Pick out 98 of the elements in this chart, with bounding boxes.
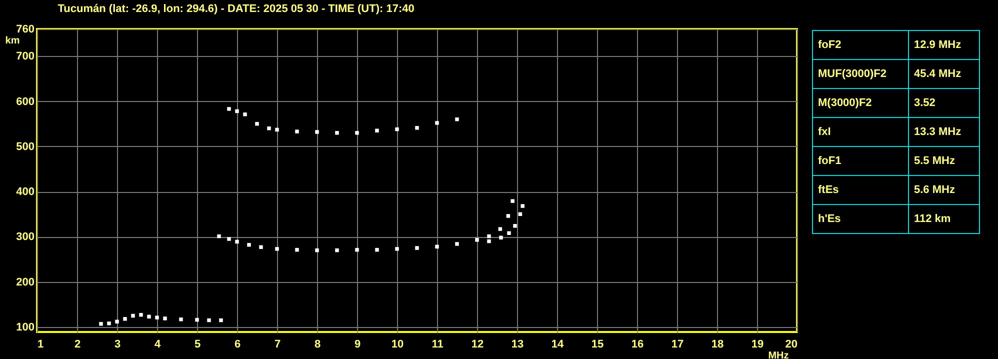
point: [455, 117, 459, 122]
category-label: M(3000)F2: [812, 88, 908, 118]
text: 12.9 MHz: [914, 39, 962, 51]
category-label: fxI: [812, 118, 908, 146]
point: [195, 318, 199, 322]
point: [395, 247, 399, 251]
x-tick-label: 12: [471, 338, 484, 350]
y-tick-label: 700: [16, 50, 34, 63]
point: [315, 130, 319, 134]
point: [335, 130, 339, 135]
x-axis-title: MHz: [768, 350, 789, 359]
x-tick-label: 18: [711, 338, 724, 350]
point: [499, 236, 503, 240]
x-tick-label: 8: [314, 338, 321, 350]
point: [275, 128, 279, 132]
point: [335, 248, 339, 252]
x-tick-label: 13: [511, 338, 524, 350]
point: [255, 122, 259, 126]
text: 13.3 MHz: [914, 126, 962, 138]
category-label: ftEs: [812, 176, 908, 204]
point: [315, 248, 319, 252]
y-tick-label: 300: [16, 231, 34, 244]
point: [267, 126, 271, 130]
point: [375, 128, 379, 132]
point: [355, 130, 359, 135]
point: [435, 121, 439, 125]
x-tick-label: 19: [751, 338, 764, 350]
chart-title: Tucumán (lat: -26.9, lon: 294.6) - DATE: 2025 05 30 - TIME (UT): 17:40: [58, 3, 414, 15]
point: [513, 224, 517, 228]
x-tick-label: 17: [671, 338, 684, 350]
x-tick-label: 9: [354, 338, 361, 350]
y-tick-label: 760: [16, 24, 34, 36]
x-tick-label: 4: [154, 338, 162, 350]
point: [235, 109, 239, 114]
category-label: h'Es: [812, 204, 908, 234]
x-tick-label: 7: [274, 338, 281, 350]
point: [487, 234, 491, 238]
x-tick-label: 16: [631, 338, 644, 350]
point: [115, 320, 119, 324]
point: [235, 240, 239, 244]
point: [179, 317, 183, 322]
category-label: MUF(3000)F2: [812, 60, 908, 88]
point: [507, 231, 511, 235]
category-label: foF1: [812, 146, 908, 176]
point: [147, 314, 151, 319]
point: [375, 248, 379, 252]
point: [415, 126, 419, 130]
point: [355, 248, 359, 252]
y-tick-label: 400: [16, 186, 34, 198]
text: 5.5 MHz: [914, 155, 955, 167]
point: [243, 112, 247, 116]
point: [295, 130, 299, 134]
point: [455, 242, 459, 246]
x-tick-label: 3: [114, 338, 121, 350]
point: [155, 316, 159, 320]
text: 3.52: [914, 97, 936, 109]
point: [275, 247, 279, 251]
point: [487, 239, 491, 244]
point: [498, 227, 502, 231]
point: [247, 242, 251, 247]
point: [131, 314, 135, 318]
point: [259, 245, 263, 249]
point: [415, 246, 419, 250]
x-tick-label: 20: [785, 338, 798, 350]
point: [506, 214, 510, 218]
text: 5.6 MHz: [914, 184, 955, 196]
y-tick-label: 500: [16, 140, 34, 153]
x-tick-label: 10: [391, 338, 404, 350]
point: [227, 107, 231, 111]
point: [435, 244, 439, 249]
point: [510, 199, 514, 203]
x-tick-label: 6: [234, 338, 241, 350]
x-tick-label: 11: [432, 338, 444, 350]
y-tick-label: 600: [16, 96, 34, 108]
y-tick-label: 200: [16, 276, 34, 288]
y-tick-label: 100: [16, 322, 34, 334]
point: [207, 318, 211, 322]
point: [217, 234, 221, 238]
y-axis-title: km: [5, 36, 20, 46]
x-tick-label: 1: [38, 338, 44, 350]
category-label: foF2: [812, 30, 908, 60]
x-tick-label: 5: [194, 338, 201, 350]
point: [107, 322, 111, 326]
point: [520, 204, 524, 208]
x-tick-label: 15: [591, 338, 604, 350]
point: [99, 322, 103, 326]
point: [395, 127, 399, 132]
point: [139, 312, 143, 317]
point: [163, 316, 167, 320]
point: [123, 317, 127, 321]
x-tick-label: 14: [551, 338, 564, 350]
text: 45.4 MHz: [914, 68, 962, 80]
x-tick-label: 2: [74, 338, 81, 350]
point: [295, 248, 299, 252]
text: 112 km: [914, 213, 951, 225]
point: [219, 318, 223, 322]
point: [475, 238, 479, 242]
point: [227, 237, 231, 241]
